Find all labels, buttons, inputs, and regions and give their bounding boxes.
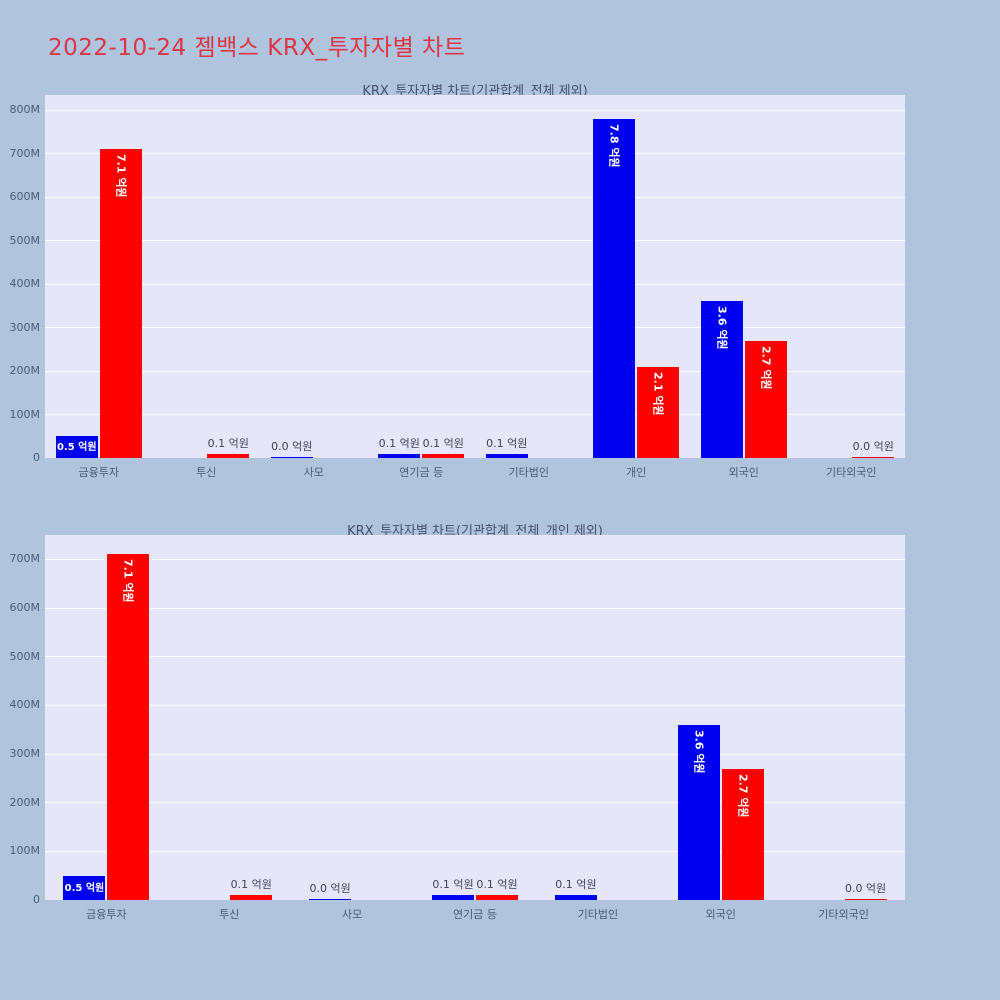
y-tick-label: 100M — [9, 844, 41, 858]
bar-red — [744, 341, 787, 458]
bar-value-label: 0.1 억원 — [476, 878, 518, 891]
bar-red — [844, 899, 887, 900]
x-tick-label: 연기금 등 — [399, 466, 444, 479]
bar-value-label: 0.1 억원 — [422, 437, 464, 450]
gridline — [45, 153, 905, 155]
x-tick-label: 기타외국인 — [818, 908, 869, 921]
gridline — [45, 704, 905, 706]
x-tick-label: 외국인 — [705, 908, 736, 921]
y-tick-label: 500M — [9, 233, 41, 247]
bar-blue — [309, 899, 352, 900]
gridline — [45, 283, 905, 285]
gridline — [45, 414, 905, 416]
y-tick-label: 300M — [9, 320, 41, 334]
gridline — [45, 753, 905, 755]
bar-blue — [378, 454, 421, 458]
bar-red — [207, 454, 250, 458]
bar-blue — [593, 119, 636, 458]
gridline — [45, 370, 905, 372]
x-tick-label: 투신 — [196, 466, 217, 479]
page-title: 2022-10-24 젬백스 KRX_투자자별 차트 — [48, 35, 466, 61]
bar-red — [422, 454, 465, 458]
gridline — [45, 607, 905, 609]
gridline — [45, 656, 905, 658]
bar-blue — [63, 876, 106, 900]
gridline — [45, 240, 905, 242]
gridline — [45, 327, 905, 329]
bar-value-label: 0.5 억원 — [64, 882, 105, 894]
x-tick-label: 금융투자 — [86, 908, 127, 921]
x-tick-label: 투신 — [219, 908, 240, 921]
chart-top-plot-area: 0.5 억원 7.1 억원 0.1 억원 0.0 억원 0.1 억원 0.1 억원 0.1 … — [45, 95, 905, 458]
bar-blue — [554, 895, 597, 900]
bar-value-label: 2.7 억원 — [736, 774, 750, 818]
gridline — [45, 850, 905, 852]
bar-red — [721, 769, 764, 900]
chart-bottom-plot-area: 0.5 억원 7.1 억원 0.1 억원 0.0 억원 0.1 억원 0.1 억원 0.1 … — [45, 535, 905, 900]
bar-value-label: 0.0 억원 — [844, 882, 887, 895]
bar-red — [637, 367, 680, 458]
bar-value-label: 0.1 억원 — [486, 437, 528, 450]
bar-red — [230, 895, 273, 900]
bar-red — [476, 895, 518, 900]
y-tick-label: 600M — [9, 601, 41, 614]
y-tick-label: 400M — [9, 277, 41, 291]
gridline — [45, 558, 905, 560]
bar-value-label: 0.1 억원 — [378, 437, 420, 450]
bar-value-label: 0.1 억원 — [207, 437, 249, 450]
bar-value-label: 3.6 억원 — [692, 730, 706, 774]
y-tick-label: 600M — [9, 190, 41, 204]
x-tick-label: 기타법인 — [508, 466, 549, 479]
x-tick-label: 기타외국인 — [825, 466, 877, 479]
bar-red — [99, 149, 142, 458]
bar-value-label: 0.0 억원 — [309, 882, 351, 895]
bar-blue — [432, 895, 474, 900]
y-tick-label: 400M — [9, 698, 41, 712]
y-tick-label: 800M — [9, 103, 41, 117]
y-tick-label: 100M — [9, 407, 41, 421]
y-tick-label: 0 — [33, 893, 40, 906]
bar-value-label: 0.5 억원 — [56, 441, 97, 453]
x-tick-label: 기타법인 — [577, 908, 619, 921]
bar-value-label: 0.0 억원 — [271, 440, 313, 453]
gridline — [45, 109, 905, 111]
x-tick-label: 개인 — [626, 466, 647, 479]
x-tick-label: 금융투자 — [78, 466, 119, 479]
y-tick-label: 500M — [9, 649, 41, 663]
bar-value-label: 0.1 억원 — [432, 878, 474, 891]
y-tick-label: 200M — [9, 364, 41, 378]
y-tick-label: 300M — [9, 747, 41, 760]
y-tick-label: 200M — [9, 795, 41, 809]
bar-value-label: 0.1 억원 — [555, 878, 597, 891]
x-tick-label: 사모 — [303, 466, 324, 479]
bar-blue — [700, 301, 743, 458]
x-tick-label: 외국인 — [728, 466, 759, 479]
bar-blue — [270, 457, 313, 458]
bar-red — [107, 554, 150, 900]
bar-blue — [485, 454, 528, 458]
y-tick-label: 700M — [9, 146, 41, 160]
y-tick-label: 700M — [9, 552, 41, 566]
bar-red — [852, 457, 895, 458]
gridline — [45, 196, 905, 198]
y-tick-label: 0 — [33, 451, 40, 464]
bar-blue — [55, 436, 98, 458]
x-tick-label: 사모 — [342, 908, 363, 921]
bar-blue — [677, 725, 720, 900]
gridline — [45, 802, 905, 804]
bar-value-label: 0.1 억원 — [230, 878, 272, 891]
bar-value-label: 7.1 억원 — [121, 559, 135, 603]
x-tick-label: 연기금 등 — [453, 908, 497, 921]
bar-value-label: 0.0 억원 — [852, 440, 894, 453]
